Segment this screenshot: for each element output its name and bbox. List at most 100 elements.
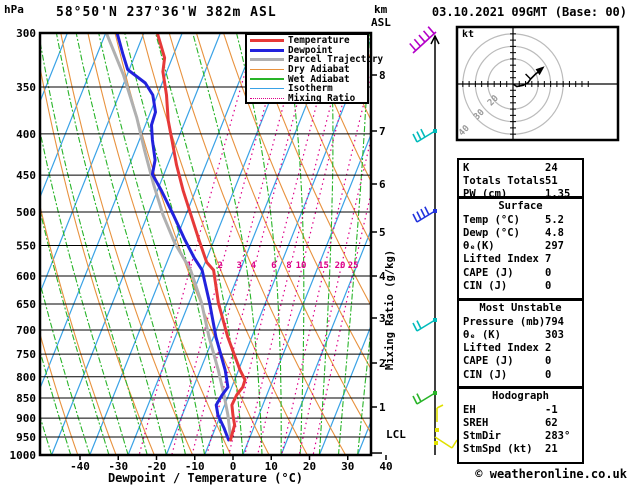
panel-row-value: 24 [545,161,558,174]
pressure-tick-label: 1000 [10,449,37,462]
mixing-ratio-value-label: 15 [318,261,329,271]
legend-label: Dry Adiabat [288,64,350,76]
panel-row: Pressure (mb) 794 [459,315,582,328]
pressure-tick-label: 850 [16,392,36,405]
km-tick-label: 6 [379,178,386,191]
wind-level-marker [435,428,439,432]
panel-row: CAPE (J) 0 [459,266,582,279]
panel-row-label: CAPE (J) [463,355,514,368]
mixing-ratio-line [228,33,336,455]
wind-level-marker [433,391,437,395]
pressure-axis-unit: hPa [4,3,24,16]
pressure-tick-label: 350 [16,81,36,94]
dry-adiabat-line [603,33,629,455]
panel-row-label: CAPE (J) [463,266,514,279]
temp-tick-label: 0 [230,460,237,473]
wind-barb [409,26,437,54]
isotherm-line [280,228,371,455]
panel-row: CIN (J) 0 [459,279,582,292]
wind-column-arrowhead [430,34,440,45]
panel-row-value: 794 [545,315,564,328]
panel-row-value: 303 [545,328,564,341]
pressure-tick-label: 950 [16,431,36,444]
temp-tick-label: 10 [265,460,278,473]
mixing-ratio-value-label: 3 [237,261,242,271]
panel-row-value: 0 [545,368,552,381]
panel-row-label: PW (cm) [463,187,508,200]
wind-level-marker [434,441,438,445]
panel-row-value: 283° [545,430,571,443]
profile-temperature [155,33,247,442]
hodograph-trace [512,69,542,88]
panel-row: CIN (J) 0 [459,368,582,381]
temp-tick-label: -20 [147,460,167,473]
temp-tick-label: 30 [341,460,354,473]
panel-row: θₑ(K) 297 [459,240,582,253]
sounding-profiles [104,33,247,442]
page-title: 58°50'N 237°36'W 382m ASL [56,5,277,20]
panel-row: PW (cm) 1.35 [459,187,582,200]
panel-row-label: EH [463,403,476,416]
altitude-axis-unit-km: km [374,3,388,16]
plot-border [38,31,373,457]
legend-label: Temperature [288,35,350,47]
wind-barb [412,128,436,143]
panel-row: θₑ (K) 303 [459,328,582,341]
lcl-label: LCL [386,428,406,441]
panel-row: Dewp (°C) 4.8 [459,226,582,239]
pressure-tick-label: 600 [16,270,36,283]
legend-swatch-dry-adiabat [250,68,284,71]
mixing-ratio-value-label: 6 [271,261,276,271]
legend-swatch-dewpoint [250,48,284,52]
temp-tick-label: 40 [379,460,392,473]
panel-box: K 24 Totals Totals 51 PW (cm) 1.35 [457,158,584,200]
panel-box-surface: Surface Temp (°C) 5.2 Dewp (°C) 4.8 θₑ(K) 297 L… [457,197,584,300]
wet-adiabat-line [75,33,187,455]
legend-item: Wet Adiabat [250,74,367,84]
wet-adiabat-line [40,128,129,455]
panel-row-value: 0 [545,355,552,368]
legend-label: Mixing Ratio [288,92,356,104]
dry-adiabat-line [304,33,371,183]
panel-row-label: θₑ (K) [463,328,501,341]
panel-row: StmSpd (kt) 21 [459,443,582,456]
panel-box-most-unstable: Most Unstable Pressure (mb) 794 θₑ (K) 303 Li… [457,299,584,388]
panel-row-value: 1.35 [545,187,571,200]
wet-adiabat-line [98,33,206,455]
temperature-axis-label: Dewpoint / Temperature (°C) [107,471,304,485]
skewt-background-lines [40,33,629,455]
panel-row-label: CIN (J) [463,279,508,292]
legend-swatch-wet-adiabat [250,78,284,80]
km-tick-label: 8 [379,69,386,82]
mixing-ratio-value-label: 8 [286,261,291,271]
hodograph-trace-barb [525,73,532,80]
panel-row-value: 5.2 [545,213,564,226]
mixing-ratio-value-label: 20 [335,261,346,271]
legend: Temperature Dewpoint Parcel Trajectory Dry … [245,33,383,104]
panel-row-value: 51 [545,174,558,187]
legend-swatch-isotherm [250,88,284,90]
isotherm-line [318,324,371,455]
temp-tick-label: -10 [185,460,205,473]
panel-row: StmDir 283° [459,430,582,443]
panel-row: SREH 62 [459,416,582,429]
mixing-ratio-axis-label: Mixing Ratio (g/kg) [384,249,396,370]
wet-adiabat-line [55,33,167,455]
legend-item: Parcel Trajectory [250,55,383,65]
panel-row: EH -1 [459,403,582,416]
legend-swatch-parcel-trajectory [250,58,284,62]
panel-row-value: 62 [545,416,558,429]
legend-label: Parcel Trajectory [288,54,384,66]
legend-label: Wet Adiabat [288,73,350,85]
panel-box-title: Surface [498,200,543,212]
pressure-tick-label: 750 [16,348,36,361]
hodograph-unit-label: kt [462,29,475,40]
pressure-tick-label: 650 [16,298,36,311]
panel-row-label: Temp (°C) [463,213,520,226]
dry-adiabat-line [40,331,79,455]
pressure-tick-label: 450 [16,169,36,182]
panel-row-label: StmDir [463,430,501,443]
legend-item: Isotherm [250,84,367,94]
isotherm-line [40,33,107,199]
